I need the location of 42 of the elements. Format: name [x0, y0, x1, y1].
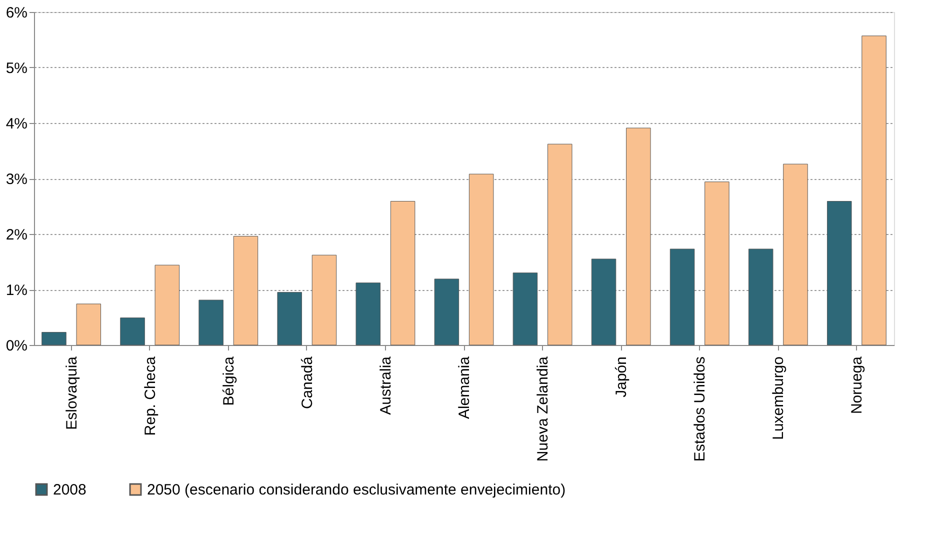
bar [626, 128, 651, 346]
x-tick-label: Nueva Zelandia [534, 356, 552, 462]
bar [468, 174, 494, 346]
y-tick-label: 3% [6, 171, 28, 188]
bar [198, 300, 224, 346]
y-tick-label: 5% [6, 60, 28, 77]
x-tick-label: Rep. Checa [142, 356, 159, 436]
bar [748, 248, 774, 346]
bar [120, 318, 145, 346]
bar [434, 278, 460, 346]
bar [356, 282, 381, 346]
bar [862, 36, 886, 346]
bar [76, 304, 102, 346]
bar [277, 292, 302, 346]
bar [312, 254, 337, 346]
x-tick-label: Luxemburgo [770, 356, 788, 440]
x-tick-label: Australia [377, 356, 394, 415]
y-tick-label: 0% [6, 338, 28, 354]
y-tick-label: 2% [6, 226, 28, 244]
x-tick-label: Alemania [456, 356, 473, 420]
x-tick-label: Canadá [298, 356, 316, 410]
bar [704, 182, 730, 346]
bar [670, 248, 695, 346]
y-tick-label: 6% [6, 4, 28, 22]
x-tick-label: Japón [613, 356, 630, 398]
bar [233, 236, 258, 346]
x-tick-label: Eslovaquia [63, 356, 80, 430]
legend-label: 2008 [53, 482, 86, 499]
x-tick-label: Noruega [848, 356, 866, 414]
bar [826, 201, 852, 346]
bar [512, 272, 538, 346]
bar [783, 164, 808, 346]
bar [154, 264, 180, 346]
x-tick-label: Estados Unidos [692, 356, 709, 462]
x-tick-label: Bélgica [220, 356, 238, 406]
y-tick-label: 1% [6, 282, 28, 299]
bar [591, 258, 616, 346]
bar [547, 144, 572, 346]
bar [42, 332, 66, 346]
legend-label: 2050 (escenario considerando esclusivamente envejecimiento) [147, 482, 566, 499]
bar [390, 201, 416, 346]
y-tick-label: 4% [6, 116, 28, 132]
